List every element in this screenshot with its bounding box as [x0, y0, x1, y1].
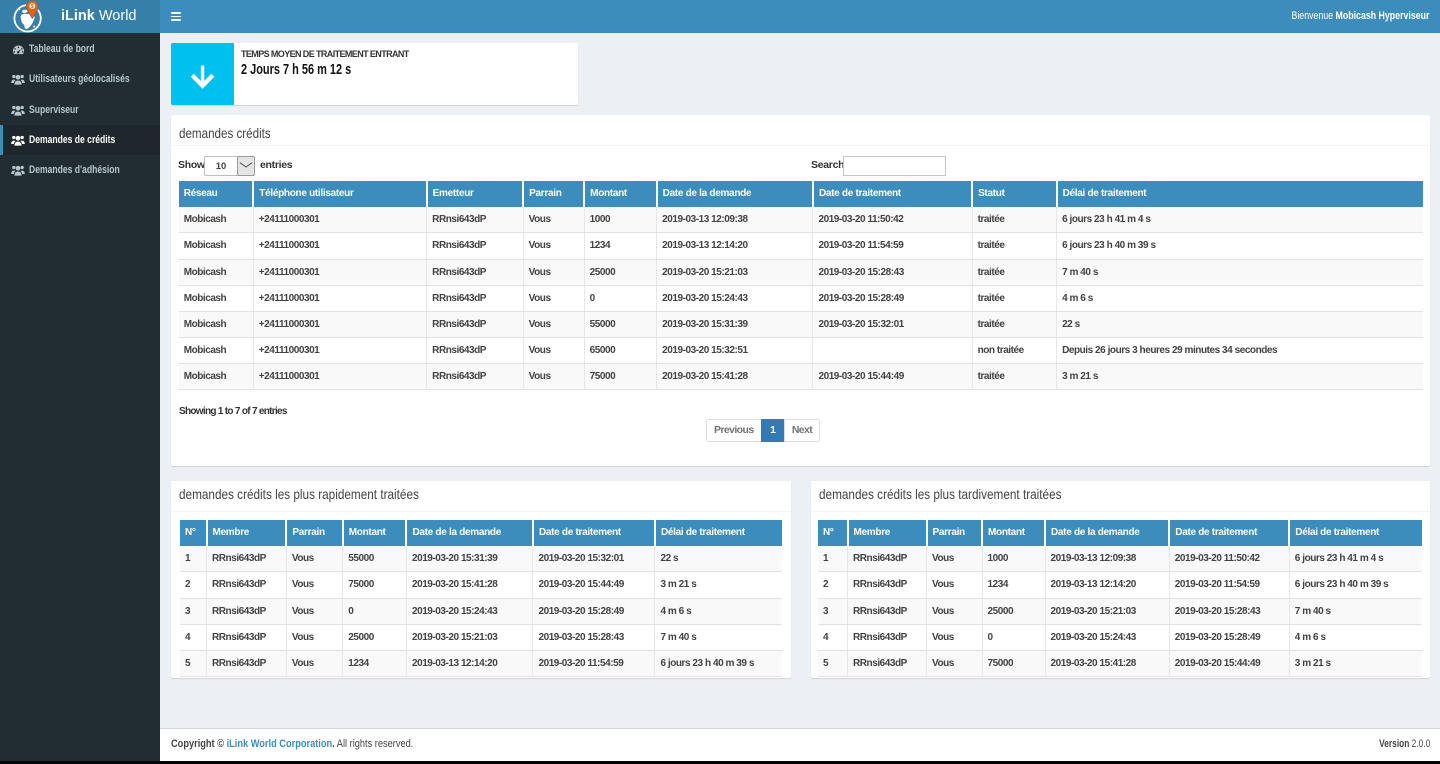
svg-text:$: $ [31, 4, 34, 10]
